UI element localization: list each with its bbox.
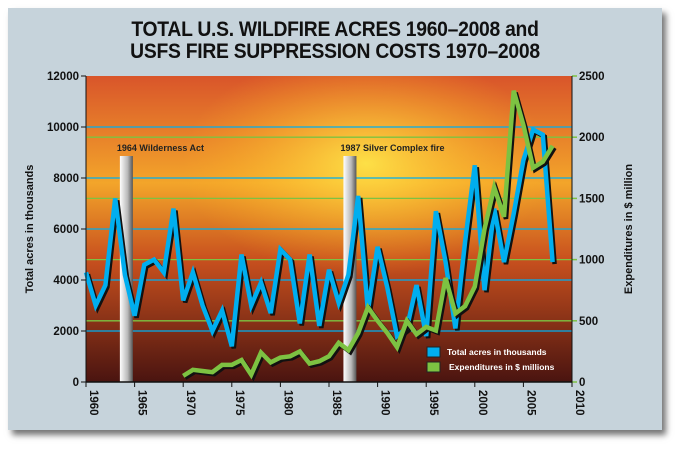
x-tick-label: 1965	[136, 390, 148, 416]
x-tick-label: 2005	[524, 390, 536, 416]
y-tick-label: 12000	[47, 71, 79, 83]
y-right-tick-label: 2000	[579, 132, 605, 144]
y-right-tick-label: 1500	[579, 193, 605, 205]
legend-swatch-expenditures	[426, 361, 441, 373]
legend-label-acres: Total acres in thousands	[447, 347, 547, 357]
x-tick-label: 1995	[427, 390, 439, 416]
x-tick-label: 1990	[379, 390, 391, 416]
y-tick-label: 10000	[47, 122, 79, 134]
x-tick-label: 1960	[87, 390, 99, 416]
annotation-label: 1964 Wilderness Act	[117, 143, 204, 153]
y-axis-label-left: Total acres in thousands	[24, 165, 36, 294]
legend-label-expenditures: Expenditures in $ millions	[449, 362, 555, 372]
y-right-tick-label: 2500	[579, 71, 605, 83]
y-tick-label: 8000	[53, 173, 79, 185]
y-right-tick-label: 1000	[579, 255, 605, 267]
title-line-2: USFS FIRE SUPPRESSION COSTS 1970–2008	[130, 40, 540, 63]
x-tick-label: 2000	[476, 390, 488, 416]
x-tick-label: 1975	[233, 390, 245, 416]
chart-title: TOTAL U.S. WILDFIRE ACRES 1960–2008 and …	[34, 19, 636, 63]
y-axis-label-right: Expenditures in $ million	[623, 164, 635, 294]
legend: Total acres in thousands Expenditures in…	[426, 346, 555, 373]
y-tick-label: 6000	[53, 224, 79, 236]
x-tick-label: 1970	[184, 390, 196, 416]
annotation-label: 1987 Silver Complex fire	[340, 143, 444, 153]
legend-swatch-acres	[426, 346, 441, 358]
x-tick-label: 1980	[281, 390, 293, 416]
title-line-1: TOTAL U.S. WILDFIRE ACRES 1960–2008 and	[131, 18, 539, 41]
y-right-tick-label: 500	[579, 316, 598, 328]
y-tick-label: 0	[73, 377, 79, 389]
x-tick-label: 1985	[330, 390, 342, 416]
y-tick-label: 4000	[53, 275, 79, 287]
y-tick-label: 2000	[53, 326, 79, 338]
x-tick-label: 2010	[573, 390, 585, 416]
y-right-tick-label: 0	[579, 377, 585, 389]
